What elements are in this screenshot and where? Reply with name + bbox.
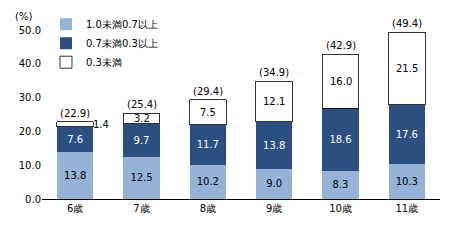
svg-text:(42.9): (42.9) — [326, 40, 356, 51]
svg-text:40.0: 40.0 — [19, 58, 41, 69]
svg-text:10歳: 10歳 — [329, 203, 352, 214]
svg-text:1.4: 1.4 — [93, 119, 109, 130]
svg-text:8歳: 8歳 — [200, 203, 216, 214]
svg-text:50.0: 50.0 — [19, 25, 41, 36]
svg-text:1.0未満0.7以上: 1.0未満0.7以上 — [86, 19, 158, 30]
svg-text:11.7: 11.7 — [197, 139, 219, 150]
svg-text:12.1: 12.1 — [263, 96, 285, 107]
svg-text:10.3: 10.3 — [396, 176, 418, 187]
svg-text:11歳: 11歳 — [395, 203, 418, 214]
svg-text:30.0: 30.0 — [19, 92, 41, 103]
svg-text:8.3: 8.3 — [333, 179, 349, 190]
svg-text:0.0: 0.0 — [25, 194, 41, 205]
svg-text:0.7未満0.3以上: 0.7未満0.3以上 — [86, 38, 158, 49]
svg-text:(34.9): (34.9) — [259, 67, 289, 78]
svg-text:7.6: 7.6 — [67, 134, 83, 145]
svg-text:7歳: 7歳 — [133, 203, 149, 214]
svg-text:7.5: 7.5 — [200, 107, 216, 118]
svg-text:9.7: 9.7 — [134, 135, 150, 146]
svg-text:(%): (%) — [15, 11, 32, 22]
svg-text:10.0: 10.0 — [19, 160, 41, 171]
svg-text:12.5: 12.5 — [130, 172, 152, 183]
svg-text:16.0: 16.0 — [330, 76, 352, 87]
svg-text:(49.4): (49.4) — [392, 18, 422, 29]
svg-text:(22.9): (22.9) — [60, 108, 90, 119]
svg-text:20.0: 20.0 — [19, 126, 41, 137]
svg-text:3.2: 3.2 — [134, 113, 150, 124]
svg-text:21.5: 21.5 — [396, 63, 418, 74]
svg-text:(29.4): (29.4) — [193, 86, 223, 97]
svg-text:9.0: 9.0 — [266, 178, 282, 189]
svg-text:18.6: 18.6 — [329, 134, 351, 145]
svg-text:13.8: 13.8 — [64, 170, 86, 181]
svg-text:0.3未満: 0.3未満 — [86, 57, 122, 68]
svg-text:13.8: 13.8 — [263, 140, 285, 151]
svg-text:(25.4): (25.4) — [127, 99, 157, 110]
svg-text:6歳: 6歳 — [67, 203, 83, 214]
svg-text:17.6: 17.6 — [396, 129, 418, 140]
svg-text:10.2: 10.2 — [197, 176, 219, 187]
svg-text:9歳: 9歳 — [266, 203, 282, 214]
